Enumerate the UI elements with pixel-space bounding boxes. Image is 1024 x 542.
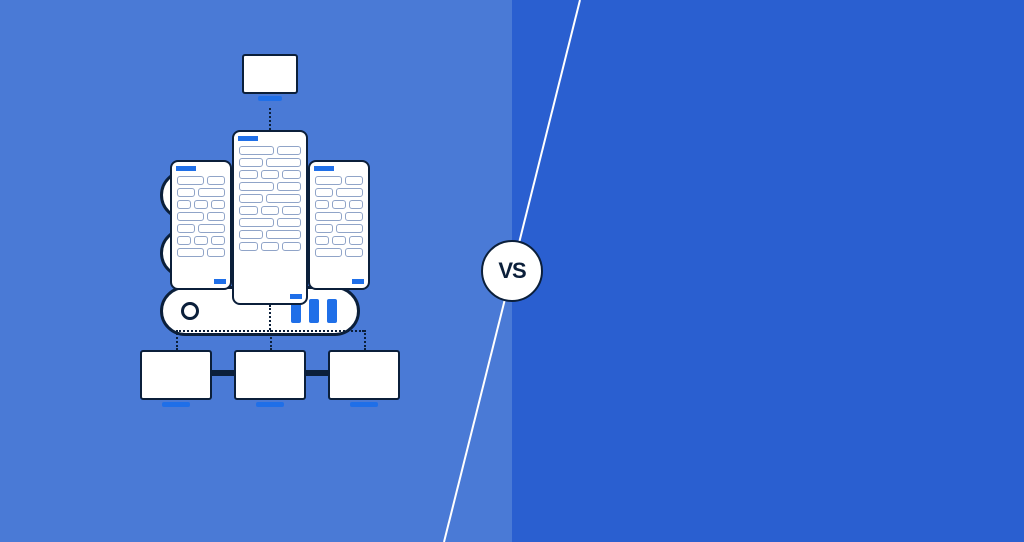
rack-cells xyxy=(239,146,301,289)
monitor-bottom-2-icon xyxy=(234,350,306,400)
cluster-icon xyxy=(80,30,460,410)
connector-drop-right xyxy=(364,330,366,350)
server-rack-center-icon xyxy=(232,130,308,305)
rack-cells xyxy=(177,176,225,274)
rack-cells xyxy=(315,176,363,274)
monitor-bottom-1-icon xyxy=(140,350,212,400)
rack-accent-icon xyxy=(176,166,196,171)
rack-accent-icon xyxy=(214,279,226,284)
connector-mid xyxy=(269,305,271,330)
monitor-stand-icon xyxy=(256,402,284,407)
server-rack-left-icon xyxy=(170,160,232,290)
monitor-stand-icon xyxy=(350,402,378,407)
monitor-stand-icon xyxy=(258,96,282,101)
rack-accent-icon xyxy=(352,279,364,284)
rack-accent-icon xyxy=(314,166,334,171)
monitor-bottom-3-icon xyxy=(328,350,400,400)
connector-top xyxy=(269,108,271,130)
rack-accent-icon xyxy=(238,136,258,141)
vs-label: VS xyxy=(498,258,525,284)
monitor-top-icon xyxy=(242,54,298,94)
vs-badge: VS xyxy=(481,240,543,302)
monitor-stand-icon xyxy=(162,402,190,407)
rack-accent-icon xyxy=(290,294,302,299)
server-rack-right-icon xyxy=(308,160,370,290)
connector-drop-left xyxy=(176,330,178,350)
connector-drop-mid xyxy=(270,330,272,350)
panel-right xyxy=(512,0,1024,542)
